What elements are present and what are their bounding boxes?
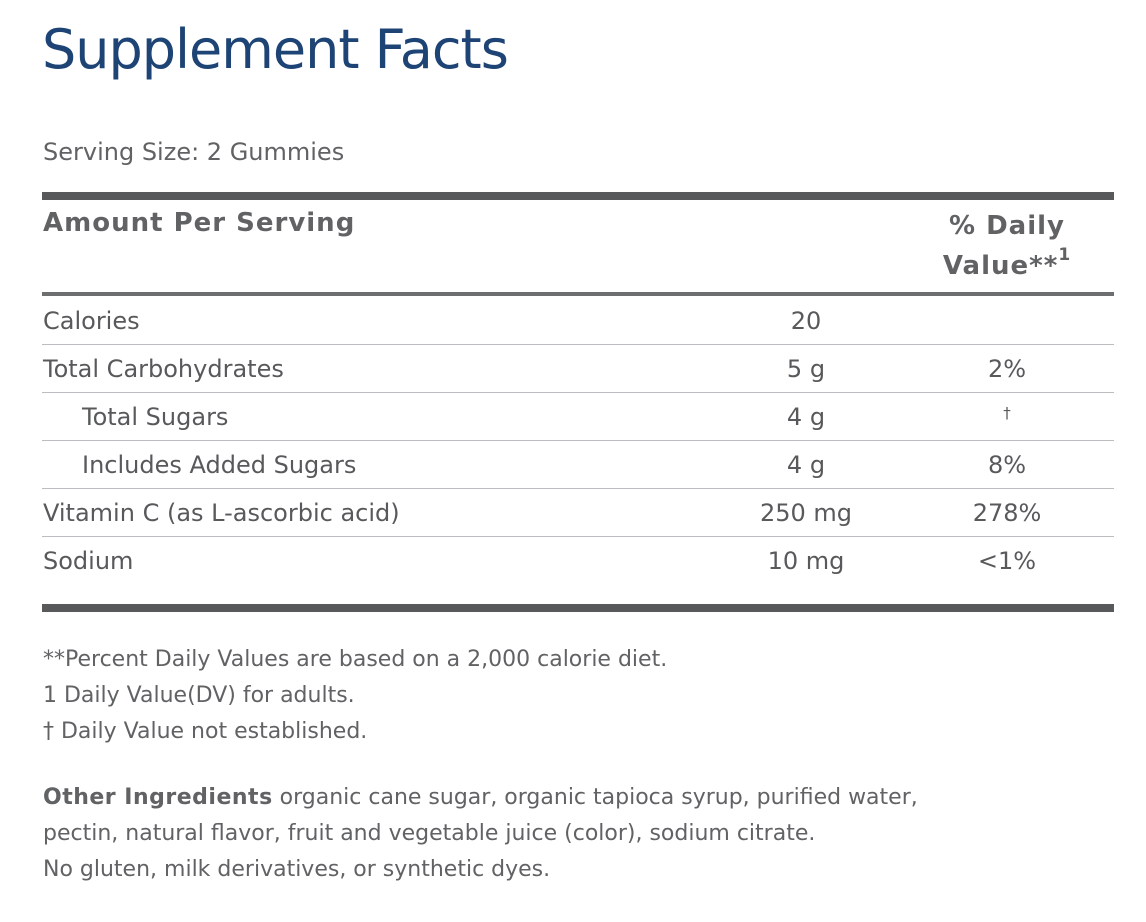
nutrient-amount: 250 mg	[759, 499, 853, 527]
table-row: Sodium 10 mg <1%	[42, 537, 1114, 585]
nutrient-name: Total Sugars	[82, 403, 229, 431]
nutrient-amount: 5 g	[786, 355, 826, 383]
nutrient-daily-value: †	[1003, 404, 1011, 422]
serving-size: Serving Size: 2 Gummies	[43, 138, 345, 166]
table-row: Vitamin C (as L-ascorbic acid) 250 mg 27…	[42, 489, 1114, 537]
page-title: Supplement Facts	[42, 18, 509, 81]
table-row: Calories 20	[42, 297, 1114, 345]
nutrient-daily-value: 278%	[972, 499, 1042, 527]
table-header-rule	[42, 292, 1114, 296]
footnote: † Daily Value not established.	[43, 719, 368, 744]
nutrient-name: Total Carbohydrates	[43, 355, 284, 383]
row-divider	[42, 440, 1114, 441]
nutrient-name: Vitamin C (as L-ascorbic acid)	[43, 499, 400, 527]
footnote: **Percent Daily Values are based on a 2,…	[43, 647, 668, 672]
row-divider	[42, 392, 1114, 393]
daily-value-header-line1: % Daily	[948, 211, 1065, 241]
daily-value-header-line2: Value**	[942, 251, 1059, 281]
nutrient-name: Sodium	[43, 547, 134, 575]
nutrient-amount: 20	[790, 307, 822, 335]
nutrient-amount: 10 mg	[767, 547, 845, 575]
row-divider	[42, 488, 1114, 489]
other-ingredients: Other Ingredients organic cane sugar, or…	[43, 780, 1103, 888]
nutrient-daily-value: 8%	[987, 451, 1027, 479]
table-bottom-rule	[42, 604, 1114, 612]
row-divider	[42, 344, 1114, 345]
table-row: Total Sugars 4 g †	[42, 393, 1114, 441]
table-top-rule	[42, 192, 1114, 200]
amount-per-serving-header: Amount Per Serving	[43, 208, 356, 238]
nutrient-name: Calories	[43, 307, 140, 335]
table-row: Includes Added Sugars 4 g 8%	[42, 441, 1114, 489]
ingredients-text: organic cane sugar, organic tapioca syru…	[272, 785, 918, 810]
nutrient-daily-value: 2%	[987, 355, 1027, 383]
ingredients-note: No gluten, milk derivatives, or syntheti…	[43, 857, 551, 882]
daily-value-header: % Daily Value**1	[900, 206, 1114, 286]
nutrient-amount: 4 g	[786, 403, 826, 431]
footnote: 1 Daily Value(DV) for adults.	[43, 683, 355, 708]
footnotes: **Percent Daily Values are based on a 2,…	[43, 642, 667, 750]
nutrient-amount: 4 g	[786, 451, 826, 479]
daily-value-footnote-marker: 1	[1058, 245, 1072, 266]
row-divider	[42, 536, 1114, 537]
ingredients-text: pectin, natural flavor, fruit and vegeta…	[43, 821, 816, 846]
nutrient-name: Includes Added Sugars	[82, 451, 357, 479]
nutrient-daily-value: <1%	[977, 547, 1037, 575]
other-ingredients-label: Other Ingredients	[43, 785, 273, 810]
table-row: Total Carbohydrates 5 g 2%	[42, 345, 1114, 393]
